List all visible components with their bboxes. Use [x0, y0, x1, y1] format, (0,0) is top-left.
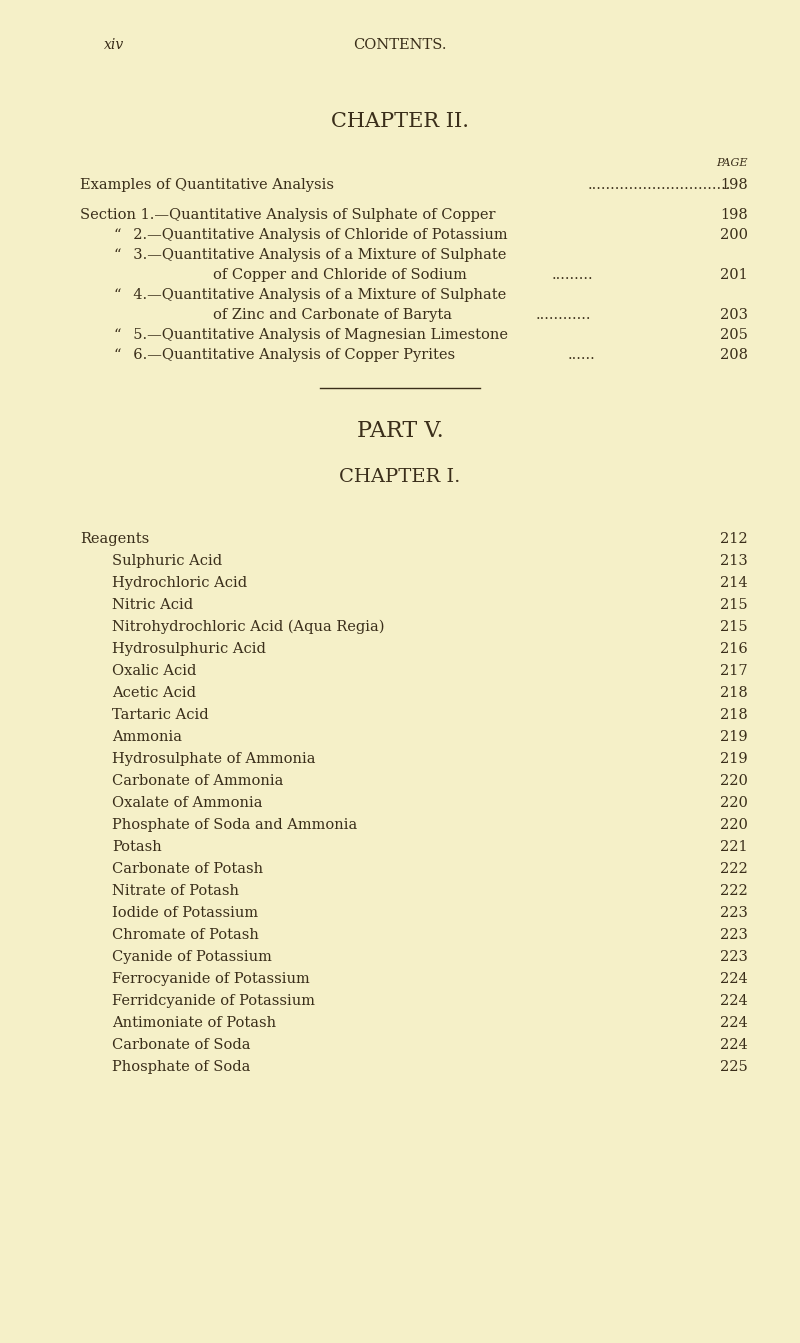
Text: 200: 200: [720, 228, 748, 242]
Text: Carbonate of Potash: Carbonate of Potash: [112, 862, 263, 876]
Text: Carbonate of Ammonia: Carbonate of Ammonia: [112, 774, 283, 788]
Text: Ferrocyanide of Potassium: Ferrocyanide of Potassium: [112, 972, 310, 986]
Text: 2.—Quantitative Analysis of Chloride of Potassium: 2.—Quantitative Analysis of Chloride of …: [124, 228, 508, 242]
Text: Hydrosulphuric Acid: Hydrosulphuric Acid: [112, 642, 266, 655]
Text: 203: 203: [720, 308, 748, 322]
Text: 220: 220: [720, 796, 748, 810]
Text: 198: 198: [720, 208, 748, 222]
Text: of Copper and Chloride of Sodium: of Copper and Chloride of Sodium: [176, 269, 467, 282]
Text: 213: 213: [720, 555, 748, 568]
Text: 217: 217: [720, 663, 748, 678]
Text: “: “: [114, 287, 121, 302]
Text: Acetic Acid: Acetic Acid: [112, 686, 196, 700]
Text: “: “: [114, 248, 121, 262]
Text: Nitrate of Potash: Nitrate of Potash: [112, 884, 239, 898]
Text: PART V.: PART V.: [357, 420, 443, 442]
Text: Potash: Potash: [112, 839, 162, 854]
Text: 5.—Quantitative Analysis of Magnesian Limestone: 5.—Quantitative Analysis of Magnesian Li…: [124, 328, 508, 342]
Text: Hydrochloric Acid: Hydrochloric Acid: [112, 576, 247, 590]
Text: Antimoniate of Potash: Antimoniate of Potash: [112, 1017, 276, 1030]
Text: ............: ............: [536, 308, 591, 322]
Text: 6.—Quantitative Analysis of Copper Pyrites: 6.—Quantitative Analysis of Copper Pyrit…: [124, 348, 455, 363]
Text: 215: 215: [720, 598, 748, 612]
Text: .........: .........: [552, 269, 594, 282]
Text: 220: 220: [720, 818, 748, 833]
Text: Nitrohydrochloric Acid (Aqua Regia): Nitrohydrochloric Acid (Aqua Regia): [112, 620, 385, 634]
Text: 224: 224: [720, 994, 748, 1009]
Text: 224: 224: [720, 1017, 748, 1030]
Text: Carbonate of Soda: Carbonate of Soda: [112, 1038, 250, 1052]
Text: 225: 225: [720, 1060, 748, 1074]
Text: Oxalate of Ammonia: Oxalate of Ammonia: [112, 796, 262, 810]
Text: Examples of Quantitative Analysis: Examples of Quantitative Analysis: [80, 179, 334, 192]
Text: “: “: [114, 348, 121, 363]
Text: “: “: [114, 228, 121, 242]
Text: Chromate of Potash: Chromate of Potash: [112, 928, 259, 941]
Text: 223: 223: [720, 928, 748, 941]
Text: CHAPTER I.: CHAPTER I.: [339, 467, 461, 486]
Text: 221: 221: [720, 839, 748, 854]
Text: 205: 205: [720, 328, 748, 342]
Text: Tartaric Acid: Tartaric Acid: [112, 708, 209, 723]
Text: 212: 212: [720, 532, 748, 547]
Text: 223: 223: [720, 950, 748, 964]
Text: Cyanide of Potassium: Cyanide of Potassium: [112, 950, 272, 964]
Text: 218: 218: [720, 686, 748, 700]
Text: xiv: xiv: [104, 38, 124, 52]
Text: 215: 215: [720, 620, 748, 634]
Text: 224: 224: [720, 972, 748, 986]
Text: 216: 216: [720, 642, 748, 655]
Text: of Zinc and Carbonate of Baryta: of Zinc and Carbonate of Baryta: [176, 308, 452, 322]
Text: 222: 222: [720, 884, 748, 898]
Text: Oxalic Acid: Oxalic Acid: [112, 663, 196, 678]
Text: Sulphuric Acid: Sulphuric Acid: [112, 555, 222, 568]
Text: 198: 198: [720, 179, 748, 192]
Text: 224: 224: [720, 1038, 748, 1052]
Text: Phosphate of Soda and Ammonia: Phosphate of Soda and Ammonia: [112, 818, 358, 833]
Text: 223: 223: [720, 907, 748, 920]
Text: Ferridcyanide of Potassium: Ferridcyanide of Potassium: [112, 994, 315, 1009]
Text: 201: 201: [720, 269, 748, 282]
Text: 220: 220: [720, 774, 748, 788]
Text: 214: 214: [720, 576, 748, 590]
Text: “: “: [114, 328, 121, 342]
Text: ......: ......: [568, 348, 596, 363]
Text: ...............................: ...............................: [588, 179, 731, 192]
Text: CHAPTER II.: CHAPTER II.: [331, 111, 469, 132]
Text: PAGE: PAGE: [717, 158, 748, 168]
Text: 219: 219: [720, 731, 748, 744]
Text: CONTENTS.: CONTENTS.: [354, 38, 446, 52]
Text: 219: 219: [720, 752, 748, 766]
Text: 218: 218: [720, 708, 748, 723]
Text: Hydrosulphate of Ammonia: Hydrosulphate of Ammonia: [112, 752, 315, 766]
Text: 208: 208: [720, 348, 748, 363]
Text: 4.—Quantitative Analysis of a Mixture of Sulphate: 4.—Quantitative Analysis of a Mixture of…: [124, 287, 506, 302]
Text: Reagents: Reagents: [80, 532, 150, 547]
Text: Nitric Acid: Nitric Acid: [112, 598, 193, 612]
Text: Section 1.—Quantitative Analysis of Sulphate of Copper: Section 1.—Quantitative Analysis of Sulp…: [80, 208, 495, 222]
Text: Ammonia: Ammonia: [112, 731, 182, 744]
Text: 222: 222: [720, 862, 748, 876]
Text: Iodide of Potassium: Iodide of Potassium: [112, 907, 258, 920]
Text: Phosphate of Soda: Phosphate of Soda: [112, 1060, 250, 1074]
Text: 3.—Quantitative Analysis of a Mixture of Sulphate: 3.—Quantitative Analysis of a Mixture of…: [124, 248, 506, 262]
